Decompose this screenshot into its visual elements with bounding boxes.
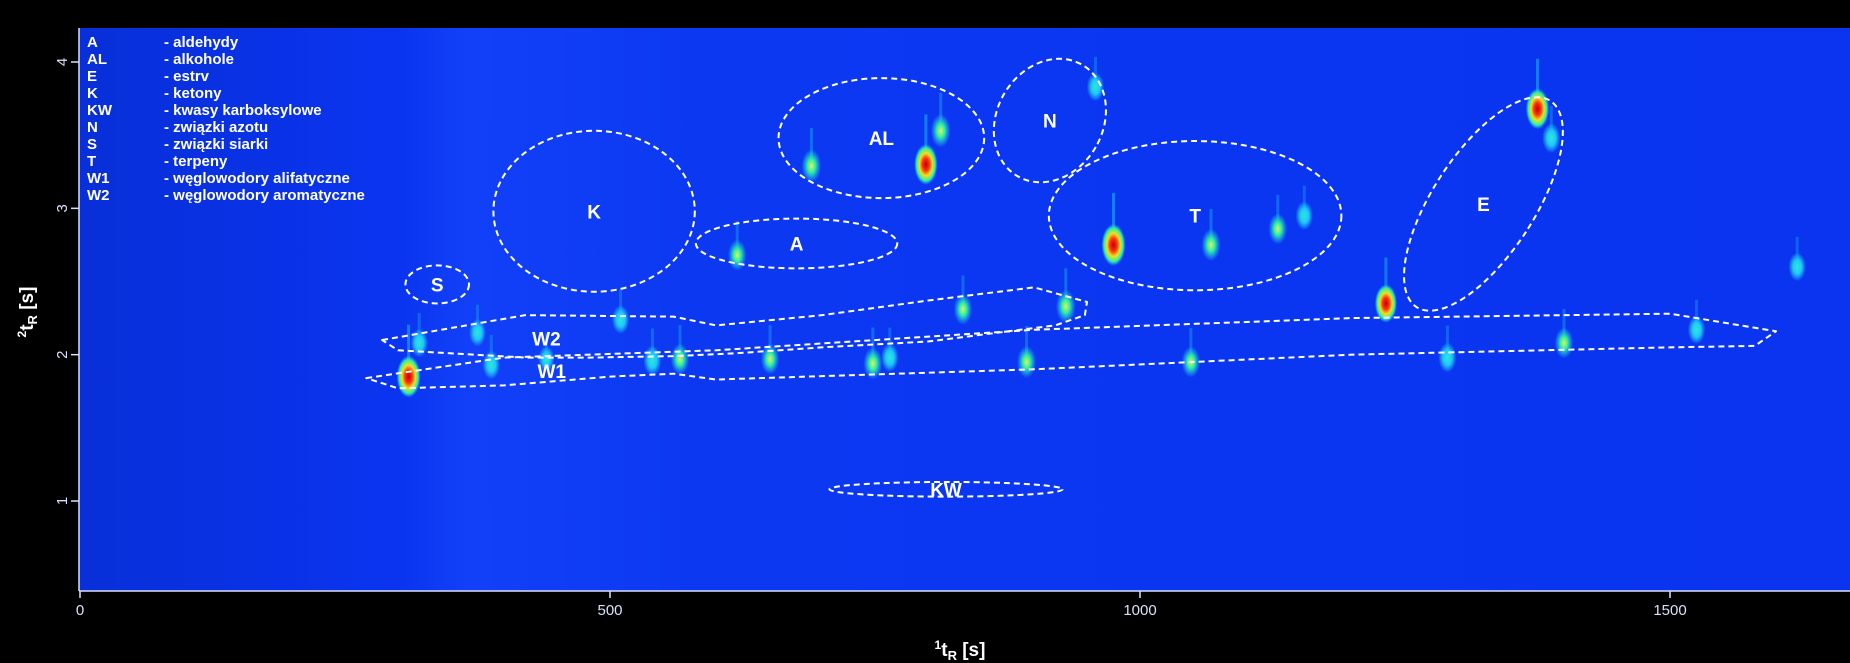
legend-code: KW [87,102,113,119]
group-outline-e [1403,96,1564,312]
group-label-s: S [431,275,444,296]
group-labels: S K A AL N T E KW W2 W1 [431,112,1490,502]
x-tick-label: 500 [597,602,622,619]
x-axis-label: 1tR [s] [935,638,986,663]
chromatogram-peak [611,289,630,334]
group-label-kw: KW [930,480,962,501]
group-outline-a [694,217,899,270]
group-outline-w1 [365,312,1777,390]
peaks-layer [396,56,1806,398]
chromatogram-peak [410,312,428,358]
y-tick-label: 4 [54,58,71,66]
chromatogram-peak [801,127,822,183]
group-outlines [365,57,1777,498]
y-tick-label: 3 [54,204,71,212]
legend-code: T [87,153,96,170]
legend-label: - aldehydy [164,34,239,51]
group-outline-k [492,129,696,293]
chromatogram-peak [760,325,780,375]
legend-label: - związki azotu [164,119,268,136]
chromatogram-peak [1295,185,1314,231]
chromatogram-peak [538,333,555,373]
chromatogram-peak [1101,192,1126,266]
x-tick-label: 1500 [1653,602,1686,619]
legend: A - aldehydy AL - alkohole E - estrv K - ketony… [87,34,365,204]
legend-label: - kwasy karboksylowe [164,102,322,119]
group-label-t: T [1189,207,1201,228]
chromatogram-peak [930,92,951,148]
chromatogram-peak [1438,325,1457,373]
group-outline-kw [828,480,1064,498]
group-label-e: E [1477,195,1490,216]
group-label-w2: W2 [532,330,561,351]
legend-code: AL [87,51,107,68]
group-label-w1: W1 [537,362,566,383]
chromatogram-peak [469,304,486,347]
chromatogram-peak [482,334,500,380]
group-outline-t [1047,140,1343,292]
group-outline-n [992,57,1107,184]
legend-code: S [87,136,97,153]
group-label-al: AL [869,129,895,150]
legend-code: W2 [87,187,110,204]
group-outline-al [777,77,986,200]
group-label-a: A [790,234,804,255]
chromatogram-peak [881,327,899,372]
legend-label: - alkohole [164,51,234,68]
chromatogram-peak [1201,208,1221,262]
legend-code: N [87,119,98,136]
legend-label: - węglowodory alifatyczne [164,170,350,187]
y-tick-label: 2 [54,350,71,358]
chromatogram-peak [1086,56,1105,102]
chromatogram-peak [1268,194,1288,245]
axes [78,28,1850,592]
chromatogram-peak [953,275,973,325]
chromatogram-peak [914,114,938,185]
chromatogram-peak [1374,257,1398,323]
legend-code: A [87,34,98,51]
group-label-n: N [1043,112,1057,133]
ticks: 0 500 1000 1500 1 2 3 4 [54,58,1687,619]
legend-label: - estrv [164,68,210,85]
chromatogram-peak [1687,299,1706,345]
chromatogram-peak [1525,58,1550,130]
legend-label: - węglowodory aromatyczne [164,187,365,204]
legend-code: K [87,85,98,102]
y-tick-label: 1 [54,497,71,505]
legend-label: - związki siarki [164,136,268,153]
group-label-k: K [587,202,601,223]
legend-label: - terpeny [164,153,228,170]
group-outline-s [404,264,471,305]
x-tick-label: 1000 [1123,602,1156,619]
chromatogram-peak [1542,106,1561,154]
x-tick-label: 0 [76,602,84,619]
legend-label: - ketony [164,85,222,102]
legend-code: E [87,68,97,85]
group-outline-w2 [381,286,1088,359]
y-axis-label: 2tR [s] [15,287,40,338]
legend-code: W1 [87,170,110,187]
chromatogram-peak [1788,236,1806,282]
